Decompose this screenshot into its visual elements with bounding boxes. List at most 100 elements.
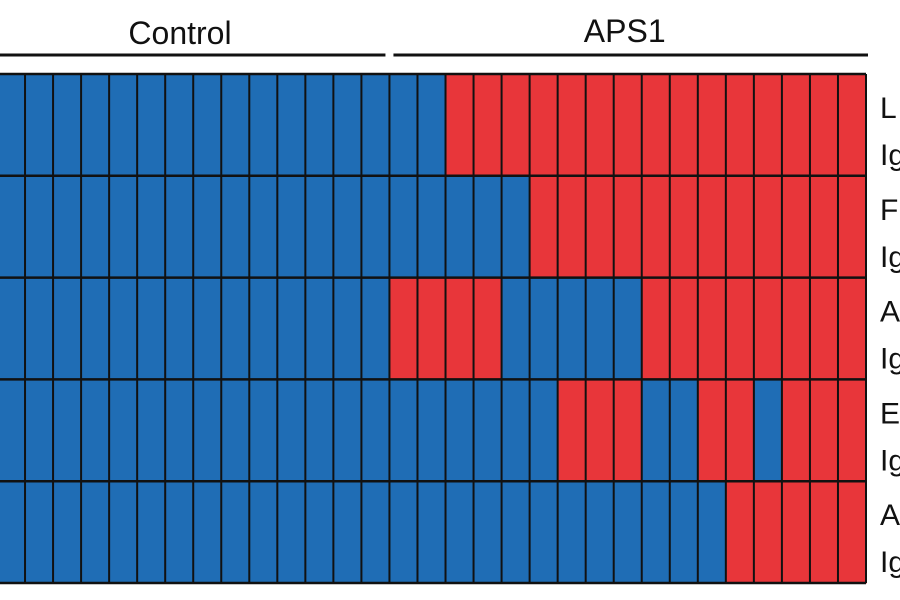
heatmap-cell-r4-c4 — [81, 379, 110, 482]
heatmap-cell-r5-c23 — [613, 481, 643, 584]
heatmap-cell-r3-c11 — [277, 277, 306, 380]
heatmap-cell-r3-c18 — [473, 277, 503, 380]
heatmap-cell-r5-c4 — [81, 481, 110, 584]
heatmap-cell-r2-c23 — [613, 175, 643, 279]
heatmap-cell-r4-c9 — [221, 379, 250, 482]
heatmap-cell-r5-c2 — [25, 481, 54, 584]
heatmap-cell-r2-c29 — [781, 175, 811, 279]
heatmap-cell-r5-c11 — [277, 481, 306, 584]
heatmap-cell-r2-c9 — [221, 175, 250, 279]
heatmap-cell-r4-c17 — [445, 379, 475, 482]
heatmap-cell-r5-c15 — [389, 481, 419, 584]
heatmap-cell-r2-c16 — [417, 175, 447, 279]
heatmap-cell-r3-c20 — [529, 277, 559, 380]
heatmap-cell-r4-c10 — [249, 379, 278, 482]
heatmap-cell-r3-c9 — [221, 277, 250, 380]
group-label-aps1: APS1 — [584, 13, 666, 49]
heatmap-cell-r4-c26 — [697, 379, 727, 482]
heatmap-cell-r1-c29 — [781, 74, 811, 177]
heatmap-cells — [0, 74, 867, 584]
heatmap-cell-r1-c4 — [81, 74, 110, 177]
heatmap-cell-r5-c29 — [781, 481, 811, 584]
heatmap-cell-r1-c13 — [333, 74, 363, 177]
row-label-2a: F — [880, 194, 898, 227]
heatmap-cell-r4-c22 — [585, 379, 615, 482]
group-label-control: Control — [128, 15, 231, 51]
heatmap-cell-r5-c24 — [641, 481, 671, 584]
heatmap-cell-r2-c26 — [697, 175, 727, 279]
heatmap-cell-r4-c23 — [613, 379, 643, 482]
heatmap-cell-r3-c24 — [641, 277, 671, 380]
heatmap-cell-r1-c3 — [53, 74, 82, 177]
heatmap-cell-r3-c6 — [137, 277, 166, 380]
heatmap-cell-r3-c1 — [0, 277, 26, 380]
row-label-3a: A — [880, 296, 900, 329]
heatmap-cell-r2-c10 — [249, 175, 278, 279]
heatmap-cell-r4-c15 — [389, 379, 419, 482]
heatmap-cell-r3-c31 — [837, 277, 867, 380]
heatmap-cell-r4-c24 — [641, 379, 671, 482]
heatmap-cell-r1-c24 — [641, 74, 671, 177]
heatmap-cell-r2-c5 — [109, 175, 138, 279]
row-label-1b: Ig — [880, 139, 900, 172]
heatmap-cell-r1-c28 — [753, 74, 783, 177]
heatmap-cell-r3-c13 — [333, 277, 363, 380]
heatmap-cell-r5-c25 — [669, 481, 699, 584]
heatmap-cell-r4-c14 — [361, 379, 391, 482]
row-label-5a: A — [880, 499, 900, 532]
heatmap-cell-r3-c30 — [809, 277, 839, 380]
heatmap-cell-r1-c25 — [669, 74, 699, 177]
heatmap-cell-r1-c6 — [137, 74, 166, 177]
heatmap-cell-r1-c20 — [529, 74, 559, 177]
heatmap-cell-r4-c19 — [501, 379, 531, 482]
heatmap-cell-r5-c9 — [221, 481, 250, 584]
heatmap-cell-r2-c14 — [361, 175, 391, 279]
heatmap-gridlines — [0, 72, 867, 585]
heatmap-cell-r2-c19 — [501, 175, 531, 279]
heatmap-cell-r3-c25 — [669, 277, 699, 380]
heatmap-cell-r5-c16 — [417, 481, 447, 584]
heatmap-cell-r1-c12 — [305, 74, 334, 177]
heatmap-cell-r1-c18 — [473, 74, 503, 177]
heatmap-cell-r2-c12 — [305, 175, 334, 279]
heatmap-cell-r5-c13 — [333, 481, 363, 584]
heatmap-cell-r5-c19 — [501, 481, 531, 584]
heatmap-cell-r4-c8 — [193, 379, 222, 482]
heatmap-cell-r4-c18 — [473, 379, 503, 482]
heatmap-cell-r2-c25 — [669, 175, 699, 279]
heatmap-cell-r1-c1 — [0, 74, 26, 177]
heatmap-cell-r1-c27 — [725, 74, 755, 177]
heatmap-cell-r1-c5 — [109, 74, 138, 177]
row-label-5b: Ig — [880, 546, 900, 579]
heatmap-cell-r1-c31 — [837, 74, 867, 177]
heatmap-cell-r1-c7 — [165, 74, 194, 177]
heatmap-cell-r2-c2 — [25, 175, 54, 279]
heatmap-cell-r3-c17 — [445, 277, 475, 380]
heatmap-cell-r5-c20 — [529, 481, 559, 584]
heatmap-cell-r2-c28 — [753, 175, 783, 279]
heatmap-cell-r4-c12 — [305, 379, 334, 482]
heatmap-cell-r5-c28 — [753, 481, 783, 584]
heatmap-cell-r2-c24 — [641, 175, 671, 279]
heatmap-cell-r4-c27 — [725, 379, 755, 482]
heatmap-cell-r5-c31 — [837, 481, 867, 584]
heatmap-cell-r1-c23 — [613, 74, 643, 177]
heatmap-cell-r2-c27 — [725, 175, 755, 279]
heatmap-cell-r2-c15 — [389, 175, 419, 279]
heatmap-cell-r3-c16 — [417, 277, 447, 380]
heatmap-cell-r2-c8 — [193, 175, 222, 279]
heatmap-cell-r1-c2 — [25, 74, 54, 177]
heatmap-cell-r3-c14 — [361, 277, 391, 380]
heatmap-cell-r5-c1 — [0, 481, 26, 584]
heatmap-cell-r3-c29 — [781, 277, 811, 380]
heatmap-cell-r1-c17 — [445, 74, 475, 177]
heatmap-cell-r4-c13 — [333, 379, 363, 482]
heatmap-cell-r3-c12 — [305, 277, 334, 380]
heatmap-cell-r4-c2 — [25, 379, 54, 482]
row-labels: L Ig F Ig A Ig E Ig A Ig — [880, 92, 900, 579]
row-label-1a: L — [880, 92, 897, 125]
heatmap-cell-r4-c7 — [165, 379, 194, 482]
heatmap-cell-r4-c25 — [669, 379, 699, 482]
heatmap-cell-r1-c8 — [193, 74, 222, 177]
